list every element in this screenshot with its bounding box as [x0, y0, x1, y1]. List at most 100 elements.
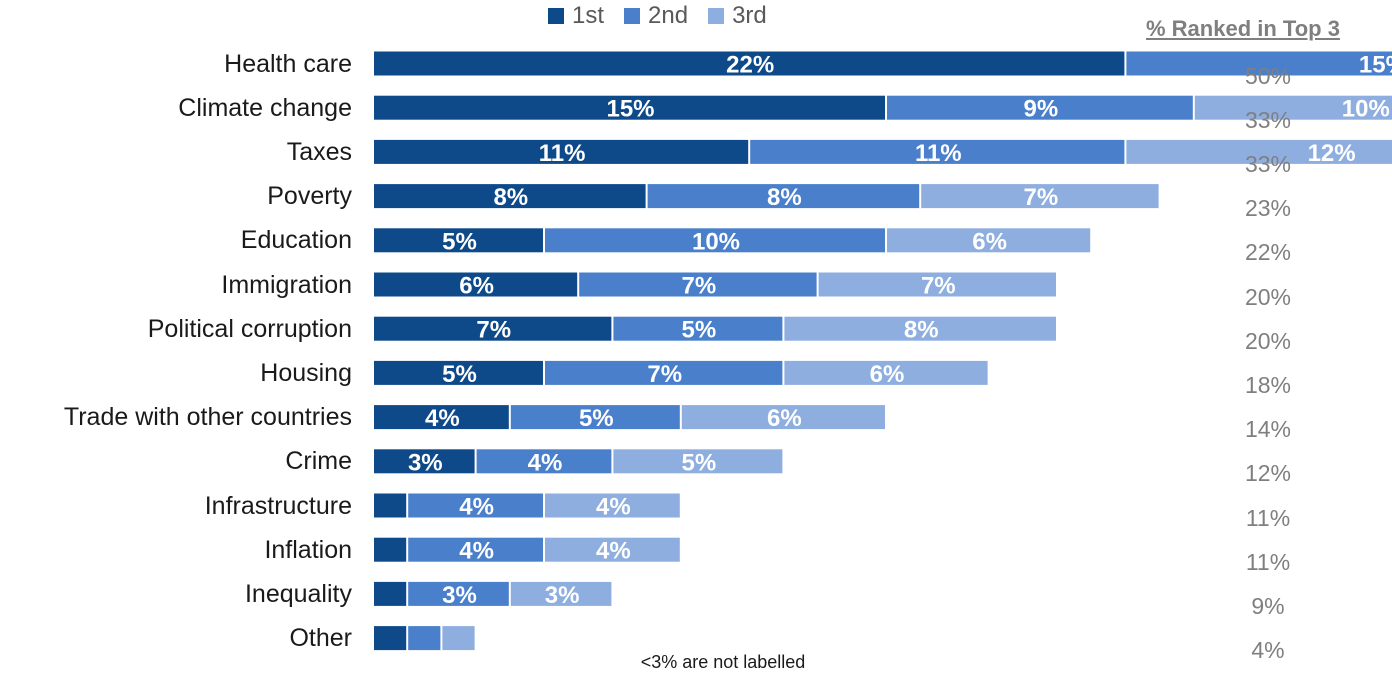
total-label: 11%: [1245, 548, 1291, 575]
bar-value-label: 3%: [442, 582, 477, 609]
bar-value-label: 12%: [1308, 140, 1356, 167]
legend-swatch: [708, 8, 725, 24]
total-label: 50%: [1244, 62, 1292, 89]
legend-item-1st: 1st: [548, 2, 604, 30]
total-label: 4%: [1251, 637, 1285, 664]
bar-value-label: 7%: [647, 361, 682, 388]
bar-value-label: 5%: [442, 361, 477, 388]
bar-segment: [374, 272, 578, 297]
bar-segment: [374, 95, 885, 120]
bar-segment: [921, 184, 1159, 209]
bar-segment: [374, 449, 475, 474]
bar-value-label: 7%: [921, 273, 956, 300]
bar-segment: [374, 405, 509, 430]
total-label: 23%: [1244, 195, 1292, 222]
legend-label: 1st: [572, 2, 605, 29]
total-label: 22%: [1244, 239, 1292, 266]
bar-segment: [613, 316, 783, 341]
category-label: Other: [289, 624, 352, 653]
bar-segment: [374, 51, 1125, 76]
bar-value-label: 7%: [1024, 184, 1059, 211]
bar-segment: [374, 493, 407, 518]
bar-value-label: 10%: [692, 228, 740, 255]
bar-segment: [510, 405, 680, 430]
bar-value-label: 10%: [1342, 96, 1390, 123]
legend-label: 2nd: [648, 2, 689, 29]
total-label: 14%: [1244, 416, 1292, 443]
category-label: Poverty: [267, 182, 352, 211]
bar-segment: [579, 272, 817, 297]
total-label: 33%: [1244, 106, 1292, 133]
bar-value-label: 8%: [767, 184, 802, 211]
bar-segment: [784, 360, 988, 385]
category-label: Political corruption: [147, 314, 352, 343]
bar-value-label: 4%: [425, 405, 460, 432]
bar-segment: [1194, 95, 1392, 120]
bar-segment: [1126, 51, 1392, 76]
category-label: Crime: [285, 447, 352, 476]
bar-value-label: 6%: [459, 273, 494, 300]
legend-item-3rd: 3rd: [708, 2, 767, 30]
bar-segment: [1126, 139, 1392, 164]
bar-segment: [408, 537, 543, 562]
bar-value-label: 3%: [545, 582, 580, 609]
legend-swatch: [548, 8, 564, 24]
bar-segment: [545, 537, 680, 562]
bar-segment: [818, 272, 1056, 297]
bar-value-label: 5%: [682, 317, 717, 344]
bar-segment: [374, 228, 543, 253]
legend-swatch: [624, 8, 641, 24]
bar-segment: [647, 184, 920, 209]
total-label: 18%: [1244, 371, 1292, 398]
bar-value-label: 11%: [539, 140, 586, 167]
category-label: Infrastructure: [204, 491, 352, 520]
legend-item-2nd: 2nd: [624, 2, 688, 30]
total-label: 33%: [1244, 150, 1292, 177]
bar-value-label: 6%: [870, 361, 905, 388]
bar-value-label: 8%: [493, 184, 528, 211]
bar-segment: [374, 626, 407, 651]
category-label: Trade with other countries: [63, 403, 352, 432]
chart-footnote: <3% are not labelled: [640, 652, 806, 672]
category-label: Immigration: [221, 270, 352, 299]
bar-segment: [408, 493, 543, 518]
total-label: 11%: [1245, 504, 1291, 531]
category-label: Taxes: [286, 137, 352, 166]
bar-segment: [545, 493, 680, 518]
bar-segment: [613, 449, 783, 474]
bar-segment: [374, 360, 543, 385]
bar-value-label: 3%: [408, 449, 443, 476]
bar-value-label: 7%: [476, 317, 511, 344]
bar-segment: [545, 360, 783, 385]
total-label: 20%: [1244, 283, 1292, 310]
bar-value-label: 6%: [767, 405, 802, 432]
chart-legend: 1st 2nd 3rd: [548, 2, 767, 30]
category-label: Inflation: [264, 535, 352, 564]
bar-value-label: 6%: [972, 228, 1007, 255]
bar-value-label: 5%: [682, 449, 717, 476]
bar-segment: [510, 581, 612, 606]
bar-segment: [374, 139, 749, 164]
total-label: 20%: [1244, 327, 1292, 354]
bar-segment: [374, 581, 407, 606]
bar-value-label: 7%: [682, 273, 717, 300]
category-label: Climate change: [178, 93, 352, 122]
bar-segment: [408, 581, 509, 606]
category-label: Housing: [260, 358, 352, 387]
bar-segment: [442, 626, 475, 651]
bar-value-label: 4%: [596, 538, 631, 565]
bar-value-label: 5%: [442, 228, 477, 255]
bar-segment: [408, 626, 441, 651]
total-label: 12%: [1244, 460, 1292, 487]
total-label: 9%: [1251, 592, 1285, 619]
bar-value-label: 9%: [1024, 96, 1059, 123]
bar-value-label: 8%: [904, 317, 939, 344]
bar-value-label: 4%: [459, 494, 494, 521]
category-label: Education: [240, 226, 352, 255]
category-label: Inequality: [244, 579, 352, 608]
category-label: Health care: [224, 49, 352, 78]
bar-value-label: 4%: [528, 449, 563, 476]
bar-value-label: 15%: [1359, 52, 1392, 79]
bar-segment: [545, 228, 885, 253]
